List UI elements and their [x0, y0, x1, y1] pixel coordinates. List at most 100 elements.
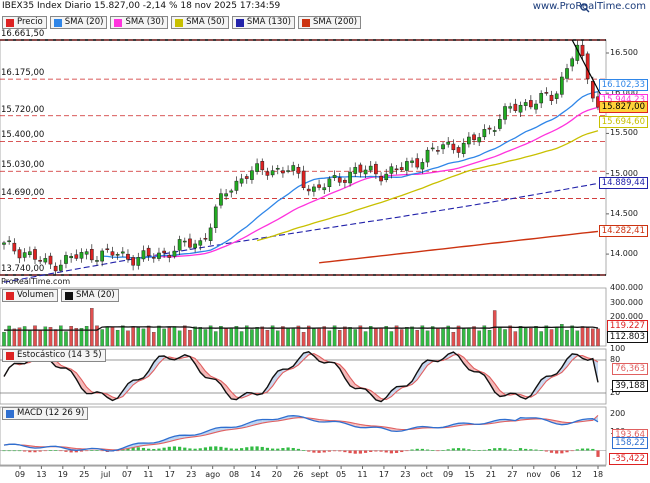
- candle-body: [312, 186, 316, 192]
- volume-bar: [95, 325, 99, 347]
- macd-hist-bar: [487, 449, 492, 451]
- volume-bar: [554, 327, 559, 347]
- volume-bar: [394, 325, 399, 347]
- macd-hist-bar: [260, 446, 264, 451]
- legend-item[interactable]: SMA (130): [231, 16, 295, 29]
- volume-bar: [591, 328, 595, 347]
- legend-item[interactable]: MACD (12 26 9): [2, 407, 89, 420]
- macd-hist-bar: [451, 448, 455, 451]
- x-axis-label: 09: [443, 470, 454, 479]
- stoch-fill: [76, 372, 82, 389]
- volume-bar: [539, 331, 543, 347]
- candle-body: [22, 252, 27, 258]
- stoch-axis-tick: 80: [610, 355, 621, 364]
- candle-body: [389, 166, 394, 174]
- candle-body: [559, 76, 564, 95]
- legend-item[interactable]: Volumen: [2, 289, 59, 302]
- macd-hist-bar: [17, 450, 22, 452]
- volume-axis-tick: 300.000: [610, 297, 644, 307]
- candle-body: [477, 137, 482, 143]
- candle-body: [322, 187, 327, 191]
- volume-bar: [224, 328, 228, 347]
- candle-body: [162, 250, 166, 254]
- candle-body: [167, 254, 172, 258]
- candle-body: [255, 163, 259, 172]
- legend-item[interactable]: SMA (50): [171, 16, 229, 29]
- stoch-value-pill: 39,188: [612, 380, 648, 392]
- volume-bar: [105, 327, 110, 347]
- site-link[interactable]: www.ProRealTime.com: [532, 1, 646, 12]
- x-axis-label: 13: [36, 470, 47, 479]
- sma50-line: [256, 130, 599, 242]
- macd-hist-bar: [85, 450, 89, 452]
- legend-item[interactable]: SMA (20): [61, 289, 119, 302]
- stoch-fill: [272, 371, 278, 387]
- volume-bar: [214, 331, 218, 347]
- stoch-fill: [303, 351, 309, 360]
- macd-hist-bar: [462, 448, 466, 451]
- macd-hist-bar: [79, 450, 84, 452]
- macd-hist-bar: [534, 449, 538, 451]
- volume-bar: [446, 325, 450, 347]
- volume-bar: [69, 326, 73, 347]
- macd-hist-bar: [152, 448, 156, 451]
- candle-body: [53, 265, 58, 272]
- candle-body: [498, 119, 502, 129]
- macd-hist-bar: [363, 450, 368, 453]
- candle-body: [172, 250, 177, 257]
- volume-bar: [415, 329, 419, 347]
- candle-body: [534, 103, 538, 110]
- price-value-pill: 15.827,00: [598, 101, 648, 114]
- price-value-pill: 15.694,60: [598, 115, 648, 128]
- volume-legend: Volumen SMA (20): [2, 289, 119, 302]
- candle-body: [327, 178, 332, 188]
- macd-hist-bar: [327, 450, 332, 452]
- legend-swatch: [235, 18, 244, 27]
- legend-item[interactable]: SMA (20): [49, 16, 108, 29]
- legend-item[interactable]: SMA (30): [110, 16, 169, 29]
- candle-body: [182, 240, 187, 243]
- macd-hist-bar: [580, 448, 585, 451]
- level-label: 16.175,00: [1, 68, 45, 79]
- legend-label: SMA (20): [76, 290, 115, 300]
- legend-item[interactable]: Estocástico (14 3 5): [2, 349, 106, 362]
- macd-hist-bar: [332, 450, 337, 452]
- volume-sma-line: [4, 326, 599, 331]
- legend-swatch: [175, 18, 184, 27]
- volume-bar: [100, 329, 104, 347]
- macd-hist-bar: [565, 450, 569, 453]
- x-axis-label: ago: [205, 470, 221, 479]
- x-axis-label: 05: [336, 470, 347, 479]
- candle-body: [100, 250, 104, 262]
- macd-hist-bar: [400, 450, 404, 453]
- legend-label: Volumen: [17, 290, 55, 300]
- volume-bar: [384, 326, 388, 347]
- stoch-fill: [567, 353, 573, 367]
- stoch-fill: [536, 379, 542, 395]
- macd-hist-bar: [446, 449, 450, 451]
- volume-bar: [162, 328, 166, 347]
- volume-bar: [2, 332, 6, 347]
- macd-hist-bar: [100, 450, 104, 452]
- level-label: 13.740,00: [1, 264, 45, 274]
- macd-hist-bar: [596, 450, 600, 457]
- copyright-label: ProRealTime.com: [1, 277, 71, 286]
- macd-hist-bar: [219, 446, 223, 451]
- candle-body: [503, 106, 507, 120]
- volume-bar: [389, 331, 394, 347]
- legend-item[interactable]: Precio: [2, 16, 47, 29]
- volume-bar: [296, 325, 301, 347]
- legend-item[interactable]: SMA (200): [297, 16, 362, 29]
- x-axis-label: 07: [121, 470, 133, 479]
- x-axis-label: 26: [293, 470, 304, 479]
- x-axis-label: 20: [271, 470, 282, 479]
- volume-bar: [22, 326, 27, 347]
- volume-bar: [596, 328, 600, 347]
- macd-hist-bar: [508, 449, 512, 451]
- candle-body: [27, 251, 32, 255]
- candle-body: [203, 237, 208, 240]
- macd-hist-bar: [301, 450, 306, 451]
- stoch-fill: [298, 353, 304, 365]
- volume-bar: [472, 326, 476, 347]
- volume-bar: [265, 329, 270, 347]
